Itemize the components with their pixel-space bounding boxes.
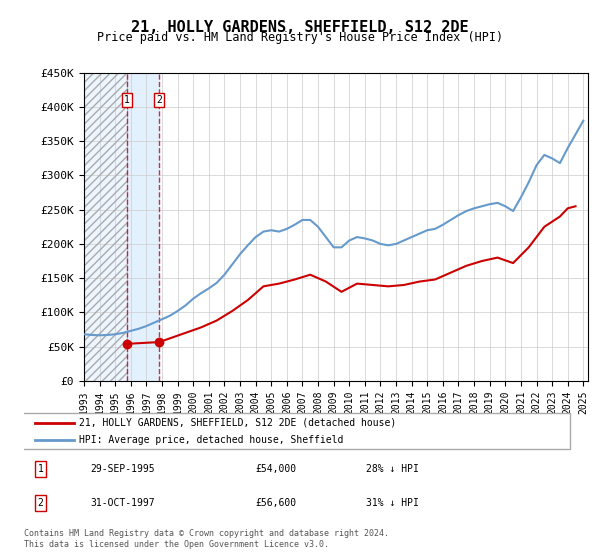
Bar — [84, 73, 127, 381]
Bar — [84, 73, 127, 381]
Text: Contains HM Land Registry data © Crown copyright and database right 2024.
This d: Contains HM Land Registry data © Crown c… — [24, 529, 389, 549]
Bar — [127, 73, 160, 381]
Text: 28% ↓ HPI: 28% ↓ HPI — [366, 464, 419, 474]
Text: 31% ↓ HPI: 31% ↓ HPI — [366, 498, 419, 507]
Text: Price paid vs. HM Land Registry's House Price Index (HPI): Price paid vs. HM Land Registry's House … — [97, 31, 503, 44]
Text: 29-SEP-1995: 29-SEP-1995 — [90, 464, 155, 474]
Text: HPI: Average price, detached house, Sheffield: HPI: Average price, detached house, Shef… — [79, 435, 344, 445]
Text: 21, HOLLY GARDENS, SHEFFIELD, S12 2DE (detached house): 21, HOLLY GARDENS, SHEFFIELD, S12 2DE (d… — [79, 418, 397, 428]
Text: 31-OCT-1997: 31-OCT-1997 — [90, 498, 155, 507]
Text: £54,000: £54,000 — [256, 464, 297, 474]
Text: 21, HOLLY GARDENS, SHEFFIELD, S12 2DE: 21, HOLLY GARDENS, SHEFFIELD, S12 2DE — [131, 20, 469, 35]
Text: 1: 1 — [38, 464, 43, 474]
Text: 1: 1 — [124, 95, 130, 105]
FancyBboxPatch shape — [19, 413, 571, 449]
Text: 2: 2 — [157, 95, 163, 105]
Text: £56,600: £56,600 — [256, 498, 297, 507]
Text: 2: 2 — [38, 498, 43, 507]
